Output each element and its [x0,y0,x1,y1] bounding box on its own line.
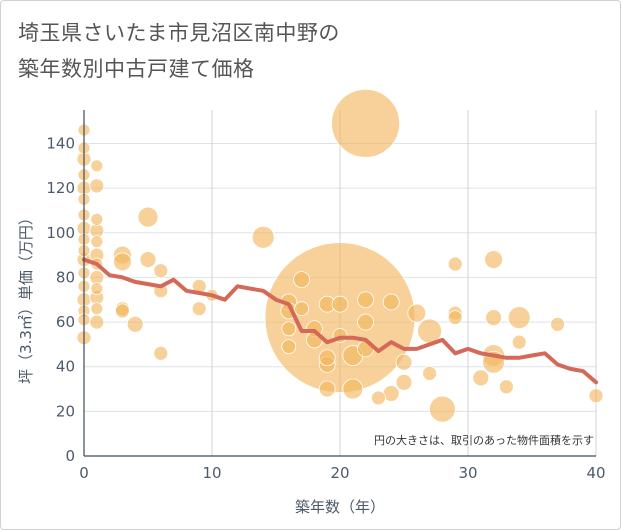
bubble-point [498,379,514,395]
y-tick-label: 40 [56,358,75,376]
x-tick-label: 40 [586,464,605,482]
bubble-point [294,301,310,317]
y-tick-label: 120 [46,179,75,197]
average-price-line [82,257,598,385]
bubble-point [115,303,130,319]
chart-title-line-2: 築年数別中古戸建て価格 [18,57,255,81]
bubble-point [90,302,104,316]
chart-title: 埼玉県さいたま市見沼区南中野の 築年数別中古戸建て価格 [18,15,340,87]
bubble-point [153,345,169,361]
y-tick-label: 20 [56,402,75,420]
bubble-point [90,282,104,295]
bubble-point [89,178,105,194]
size-note: 円の大きさは、取引のあった物件面積を示す [374,433,594,447]
bubble-point [382,293,400,311]
bubble-point [447,310,463,326]
bubble-point [90,159,104,173]
bubble-point [89,314,105,330]
bubble-point [422,366,438,381]
bubble-point [357,291,375,309]
axes: 0 20 40 60 80 100 120 140 0 10 20 30 40 [46,110,606,482]
bubble-point [113,252,132,272]
bubble-point [588,388,604,404]
x-tick-label: 30 [458,464,477,482]
bubbles [76,88,604,423]
bubble-point [90,235,104,249]
bubble-point [407,303,427,323]
bubble-point [507,306,531,330]
x-tick-label: 0 [79,464,89,482]
bubble-point [318,380,336,398]
y-tick-label: 0 [65,447,75,465]
bubble-point [191,301,207,317]
bubble-point [153,263,169,279]
y-tick-label: 60 [56,313,75,331]
bubble-point [472,369,490,387]
x-axis-title: 築年数（年） [295,498,385,516]
bubble-point [318,349,336,367]
y-axis-title: 坪（3.3㎡）単価（万円） [17,210,35,384]
y-tick-label: 140 [46,134,75,152]
bubble-point [370,390,386,406]
bubble-point [90,212,104,226]
bubble-point [331,295,349,313]
chart-title-line-1: 埼玉県さいたま市見沼区南中野の [18,21,340,45]
x-tick-label: 10 [202,464,221,482]
average-line [82,257,598,385]
bubble-point [395,373,413,391]
bubble-point [485,309,503,327]
bubble-point [511,334,527,350]
bubble-point [484,250,504,269]
bubble-point [251,225,275,249]
bubble-point [550,316,565,332]
bubble-point [139,251,157,268]
bubble-point [428,395,456,423]
bubble-point [395,353,413,371]
bubble-point [447,256,463,272]
x-tick-label: 20 [330,464,349,482]
y-tick-label: 100 [46,224,75,242]
bubble-point [331,88,401,158]
bubble-point [126,315,144,333]
bubble-point [342,378,364,400]
bubble-point [281,339,297,355]
bubble-point [293,271,311,289]
y-tick-label: 80 [56,268,75,286]
bubble-point [137,206,159,228]
bubble-point [281,321,297,337]
bubble-point [357,313,375,331]
